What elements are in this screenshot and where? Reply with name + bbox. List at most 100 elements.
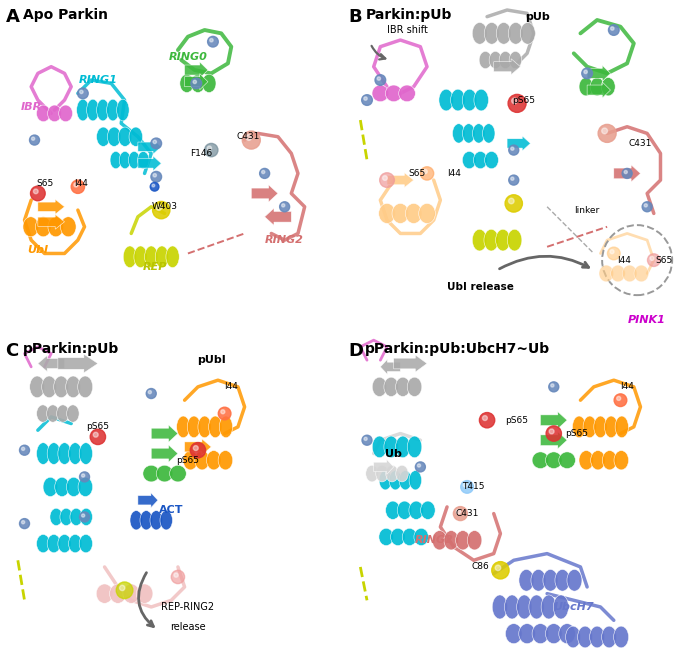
Ellipse shape bbox=[567, 570, 582, 591]
Ellipse shape bbox=[541, 595, 556, 619]
Ellipse shape bbox=[610, 265, 625, 281]
Circle shape bbox=[622, 168, 632, 178]
Text: UbI release: UbI release bbox=[447, 282, 514, 291]
Circle shape bbox=[647, 254, 660, 266]
Text: C: C bbox=[5, 342, 18, 360]
Text: pS65: pS65 bbox=[177, 456, 199, 465]
Text: UbI: UbI bbox=[27, 245, 49, 255]
Text: W403: W403 bbox=[151, 202, 177, 211]
FancyArrow shape bbox=[184, 439, 211, 455]
Ellipse shape bbox=[520, 23, 535, 44]
Ellipse shape bbox=[42, 376, 57, 398]
Circle shape bbox=[364, 438, 367, 440]
Text: I44: I44 bbox=[74, 179, 88, 188]
Circle shape bbox=[364, 97, 367, 100]
Ellipse shape bbox=[36, 405, 49, 422]
Text: pS65: pS65 bbox=[512, 95, 535, 105]
Ellipse shape bbox=[386, 501, 400, 520]
FancyArrow shape bbox=[38, 356, 64, 372]
Ellipse shape bbox=[59, 105, 73, 121]
Circle shape bbox=[549, 382, 559, 392]
Ellipse shape bbox=[508, 229, 522, 251]
Ellipse shape bbox=[191, 74, 205, 93]
Ellipse shape bbox=[80, 508, 92, 526]
FancyArrow shape bbox=[587, 65, 610, 81]
Ellipse shape bbox=[372, 85, 388, 101]
FancyArrow shape bbox=[251, 185, 278, 202]
Circle shape bbox=[624, 171, 627, 173]
Text: I44: I44 bbox=[447, 169, 460, 178]
Circle shape bbox=[19, 446, 29, 455]
Text: RING2: RING2 bbox=[414, 536, 453, 545]
Ellipse shape bbox=[508, 23, 523, 44]
Circle shape bbox=[512, 98, 517, 104]
Ellipse shape bbox=[519, 624, 536, 644]
Circle shape bbox=[153, 201, 170, 219]
FancyArrow shape bbox=[540, 412, 567, 429]
Ellipse shape bbox=[58, 443, 71, 464]
Ellipse shape bbox=[128, 151, 140, 169]
FancyArrow shape bbox=[374, 460, 394, 474]
Ellipse shape bbox=[392, 203, 409, 223]
Ellipse shape bbox=[531, 570, 546, 591]
Text: T415: T415 bbox=[462, 482, 485, 492]
Ellipse shape bbox=[47, 534, 60, 553]
Ellipse shape bbox=[504, 595, 520, 619]
Circle shape bbox=[421, 167, 434, 180]
Circle shape bbox=[546, 426, 562, 442]
Ellipse shape bbox=[409, 471, 422, 490]
Circle shape bbox=[644, 204, 647, 207]
Circle shape bbox=[650, 256, 654, 260]
Text: release: release bbox=[170, 622, 206, 632]
Circle shape bbox=[584, 70, 587, 73]
Ellipse shape bbox=[47, 105, 62, 121]
Ellipse shape bbox=[462, 151, 476, 169]
Text: pParkin:pUb:UbcH7~Ub: pParkin:pUb:UbcH7~Ub bbox=[365, 342, 551, 356]
Ellipse shape bbox=[36, 534, 50, 553]
Circle shape bbox=[82, 474, 85, 477]
Ellipse shape bbox=[198, 416, 211, 438]
Ellipse shape bbox=[47, 405, 59, 422]
Ellipse shape bbox=[456, 531, 470, 550]
Circle shape bbox=[511, 177, 514, 180]
Ellipse shape bbox=[107, 99, 119, 121]
Circle shape bbox=[191, 78, 201, 89]
Circle shape bbox=[511, 147, 514, 150]
Ellipse shape bbox=[532, 624, 549, 644]
Text: D: D bbox=[348, 342, 363, 360]
FancyArrow shape bbox=[138, 139, 161, 154]
Circle shape bbox=[614, 394, 627, 406]
Circle shape bbox=[246, 135, 251, 141]
Text: Apo Parkin: Apo Parkin bbox=[23, 8, 108, 22]
Ellipse shape bbox=[408, 378, 422, 396]
Ellipse shape bbox=[29, 376, 45, 398]
Ellipse shape bbox=[472, 229, 487, 251]
Circle shape bbox=[151, 138, 162, 149]
Ellipse shape bbox=[623, 265, 637, 281]
FancyArrow shape bbox=[138, 156, 161, 171]
Circle shape bbox=[77, 88, 88, 99]
Ellipse shape bbox=[506, 624, 522, 644]
Ellipse shape bbox=[50, 508, 62, 526]
Ellipse shape bbox=[545, 624, 562, 644]
Circle shape bbox=[82, 514, 85, 517]
Ellipse shape bbox=[615, 416, 628, 438]
Ellipse shape bbox=[516, 595, 532, 619]
Ellipse shape bbox=[123, 584, 140, 603]
Ellipse shape bbox=[432, 531, 447, 550]
Ellipse shape bbox=[577, 626, 593, 648]
Ellipse shape bbox=[156, 466, 173, 482]
Ellipse shape bbox=[601, 626, 616, 648]
Ellipse shape bbox=[395, 378, 410, 396]
Ellipse shape bbox=[409, 501, 423, 520]
Circle shape bbox=[453, 507, 467, 520]
Ellipse shape bbox=[414, 528, 429, 546]
Text: UbcH7: UbcH7 bbox=[553, 602, 594, 612]
Circle shape bbox=[208, 146, 212, 150]
Ellipse shape bbox=[462, 123, 475, 143]
Ellipse shape bbox=[493, 595, 508, 619]
Circle shape bbox=[456, 510, 461, 514]
Circle shape bbox=[79, 90, 83, 93]
Ellipse shape bbox=[451, 89, 465, 111]
Circle shape bbox=[146, 388, 156, 399]
